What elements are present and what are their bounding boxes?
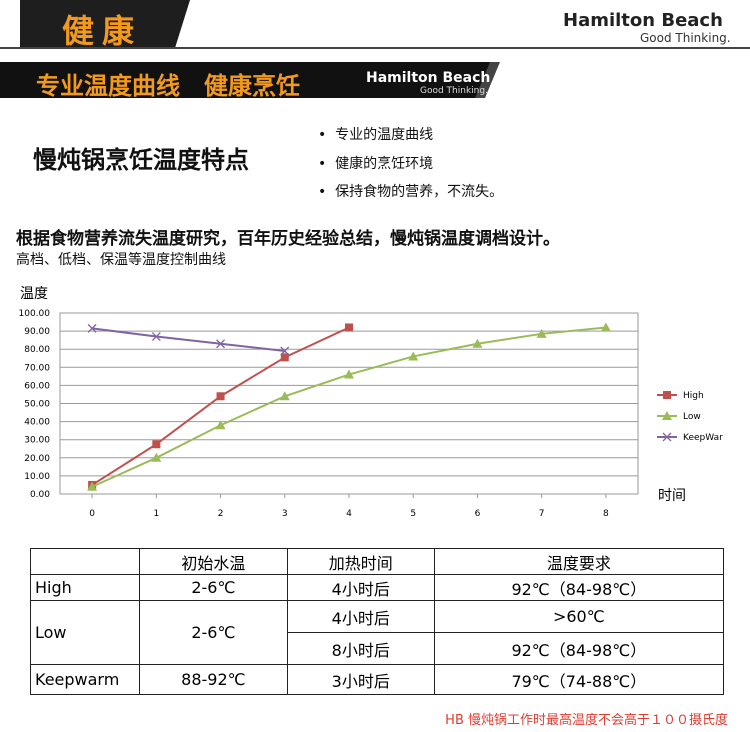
table-cell: >60℃ (433, 600, 725, 633)
feature-list: • 专业的温度曲线 • 健康的烹饪环境 • 保持食物的营养，不流失。 (318, 121, 503, 207)
table-cell: 4小时后 (286, 600, 435, 633)
legend-marker (662, 432, 672, 442)
marker (152, 440, 161, 449)
marker (279, 391, 290, 401)
marker (216, 392, 225, 401)
y-tick-label: 40.00 (24, 418, 50, 428)
feature-text: 健康的烹饪环境 (335, 155, 434, 172)
feature-item: • 专业的温度曲线 (318, 127, 434, 143)
banner-brand: Hamilton Beach (366, 70, 491, 86)
y-tick-label: 70.00 (24, 363, 50, 373)
marker (408, 351, 419, 361)
table-cell: 加热时间 (286, 548, 435, 575)
legend-label: High (683, 391, 704, 401)
series-line (91, 326, 350, 486)
footnote: HB 慢炖锅工作时最高温度不会高于１００摄氏度 (445, 713, 728, 728)
table-cell: 92℃（84-98℃） (433, 574, 725, 601)
y-tick-label: 80.00 (24, 345, 50, 355)
x-tick-label: 1 (153, 509, 159, 519)
feature-item: • 保持食物的营养，不流失。 (318, 184, 504, 200)
legend-label: Low (683, 412, 701, 422)
table-cell (30, 548, 140, 575)
x-tick-label: 6 (475, 509, 481, 519)
heading: 根据食物营养流失温度研究，百年历史经验总结，慢炖锅温度调档设计。 (16, 229, 560, 249)
marker (216, 339, 226, 349)
table-cell: 4小时后 (286, 574, 435, 601)
table-row: 8小时后 92℃（84-98℃） (31, 632, 725, 665)
marker (215, 420, 226, 430)
y-tick-label: 0.00 (30, 490, 50, 500)
marker (280, 346, 290, 356)
banner-title: 专业温度曲线 健康烹饪 (36, 72, 300, 100)
marker (151, 452, 162, 462)
legend-marker (663, 391, 671, 399)
table-cell: 2-6℃ (139, 574, 288, 601)
marker (536, 328, 547, 338)
table-body: 初始水温 加热时间 温度要求 High 2-6℃ 4小时后 92℃（84-98℃） Low 2-… (30, 548, 725, 695)
x-axis-label: 时间 (658, 488, 686, 504)
table-cell: 79℃（74-88℃） (433, 664, 725, 695)
header-title: 健康 (62, 12, 143, 50)
feature-text: 保持食物的营养，不流失。 (335, 184, 504, 200)
marker (151, 332, 161, 341)
table-cell: 初始水温 (139, 548, 288, 575)
banner-tagline: Good Thinking. (420, 86, 488, 96)
y-tick-label: 10.00 (24, 472, 50, 482)
series-line (91, 326, 606, 488)
table-cell: High (30, 574, 140, 601)
marker (344, 369, 354, 379)
marker (600, 322, 611, 332)
x-tick-label: 2 (218, 509, 224, 519)
table-row: Keepwarm 88-92℃ 3小时后 79℃（74-88℃） (30, 664, 725, 695)
table-cell: 92℃（84-98℃） (433, 632, 725, 665)
header-graphics (0, 0, 750, 98)
table-cell: 温度要求 (433, 548, 725, 575)
series-line (91, 327, 285, 353)
subheading: 高档、低档、保温等温度控制曲线 (16, 252, 226, 268)
legend-label: KeepWar (683, 433, 723, 443)
table-cell: Low (30, 600, 140, 665)
spec-table: 初始水温 加热时间 温度要求 High 2-6℃ 4小时后 92℃（84-98℃） Low 2-… (30, 548, 725, 695)
y-axis-label: 温度 (20, 286, 48, 302)
table-cell: 8小时后 (286, 632, 435, 665)
marker (345, 323, 353, 332)
table-cell: 88-92℃ (139, 664, 288, 695)
features-title: 慢炖锅烹饪温度特点 (33, 146, 249, 174)
x-tick-label: 4 (346, 509, 352, 519)
feature-text: 专业的温度曲线 (335, 127, 434, 143)
brand: Hamilton Beach (563, 10, 723, 31)
marker (280, 353, 289, 362)
table-cell: 2-6℃ (139, 600, 288, 665)
y-tick-label: 90.00 (24, 327, 50, 337)
marker (87, 323, 97, 333)
y-tick-label: 100.00 (19, 309, 51, 319)
x-tick-label: 7 (539, 509, 545, 519)
table-row: High 2-6℃ 4小时后 92℃（84-98℃） (30, 574, 725, 601)
marker (472, 338, 483, 348)
y-tick-label: 50.00 (24, 400, 50, 410)
chart: 0.00 10.00 20.00 30.00 40.00 50.00 60.00 70.00 8… (19, 286, 724, 519)
table-cell: 3小时后 (286, 664, 435, 695)
table-cell: Keepwarm (30, 664, 140, 695)
table-row: 初始水温 加热时间 温度要求 (30, 548, 725, 575)
y-tick-label: 60.00 (24, 381, 50, 391)
y-tick-label: 20.00 (24, 454, 50, 464)
y-tick-label: 30.00 (24, 436, 50, 446)
x-tick-label: 3 (282, 509, 288, 519)
legend-marker (662, 411, 672, 420)
x-tick-label: 0 (89, 509, 95, 519)
x-tick-label: 5 (410, 509, 416, 519)
x-tick-label: 8 (603, 509, 609, 519)
tagline: Good Thinking. (640, 31, 731, 45)
table-row: Low 2-6℃ 4小时后 >60℃ (30, 600, 725, 665)
feature-item: • 健康的烹饪环境 (318, 155, 434, 172)
marker (87, 481, 98, 491)
